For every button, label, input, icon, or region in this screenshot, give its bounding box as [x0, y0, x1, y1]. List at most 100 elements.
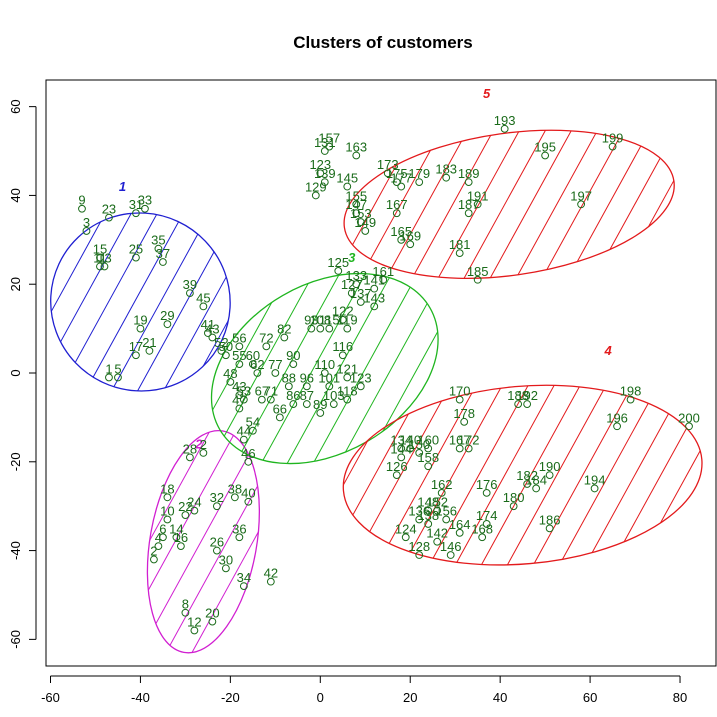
cluster-label: 3 — [348, 250, 356, 265]
point-marker — [545, 524, 554, 533]
point-marker — [320, 147, 329, 155]
point-marker — [415, 449, 424, 457]
data-point: 66 — [273, 401, 287, 422]
data-point: 15 — [93, 242, 107, 262]
point-label: 167 — [386, 197, 408, 212]
point-marker — [392, 471, 401, 480]
data-point: 96 — [300, 370, 314, 391]
point-marker — [163, 493, 172, 502]
data-point: 179 — [408, 166, 430, 187]
point-marker — [235, 404, 244, 413]
point-label: 15 — [93, 242, 107, 257]
point-marker — [235, 533, 244, 542]
point-marker — [455, 528, 464, 537]
point-label: 110 — [314, 357, 335, 372]
point-label: 152 — [426, 495, 448, 510]
data-point: 186 — [539, 512, 560, 533]
hatch-line — [583, 110, 684, 298]
point-label: 178 — [453, 406, 475, 421]
point-label: 143 — [363, 290, 385, 305]
point-marker — [311, 191, 320, 200]
point-label: 153 — [350, 206, 372, 221]
data-point: 87 — [300, 388, 314, 408]
point-marker — [347, 289, 356, 297]
data-point: 184 — [525, 472, 547, 493]
data-point: 8 — [181, 597, 190, 617]
point-marker — [424, 462, 433, 471]
point-label: 121 — [336, 361, 358, 376]
data-point: 129 — [305, 179, 327, 200]
point-marker — [181, 511, 190, 519]
point-label: 56 — [232, 330, 246, 345]
data-point: 55 — [232, 348, 247, 369]
data-point: 190 — [539, 459, 560, 480]
point-marker — [154, 244, 163, 253]
point-label: 169 — [399, 228, 421, 243]
data-point: 121 — [336, 361, 358, 382]
data-point: 138 — [417, 508, 439, 528]
data-point: 50 — [219, 339, 233, 360]
hatch-line — [205, 421, 276, 662]
data-point: 34 — [237, 570, 251, 590]
point-marker — [190, 506, 199, 515]
hatch-line — [349, 110, 556, 298]
point-marker — [415, 178, 424, 187]
point-marker — [397, 182, 406, 191]
y-tick-label: -40 — [8, 541, 23, 560]
point-label: 127 — [341, 277, 363, 292]
data-point: 147 — [345, 197, 367, 218]
point-label: 124 — [395, 521, 417, 536]
point-marker — [392, 178, 401, 187]
data-point: 42 — [264, 566, 278, 586]
data-point: 172 — [458, 432, 480, 453]
point-label: 40 — [241, 486, 255, 501]
point-label: 77 — [268, 357, 282, 372]
hatch-line — [368, 370, 590, 580]
point-label: 199 — [602, 131, 624, 146]
point-label: 24 — [187, 495, 201, 510]
cluster-ellipse — [343, 129, 675, 280]
point-marker — [235, 342, 244, 351]
point-label: 128 — [408, 539, 430, 554]
cluster-label: 1 — [119, 179, 126, 194]
hatch-line — [334, 110, 478, 298]
data-point: 125 — [327, 255, 349, 275]
point-marker — [244, 457, 253, 466]
data-point: 170 — [449, 384, 471, 404]
point-marker — [338, 315, 347, 324]
point-marker — [464, 178, 473, 187]
point-marker — [248, 360, 257, 369]
hatch-line — [177, 234, 262, 503]
point-label: 1 — [105, 361, 112, 376]
point-label: 161 — [372, 264, 394, 279]
point-marker — [446, 551, 455, 559]
point-label: 122 — [332, 304, 354, 319]
data-point: 180 — [503, 490, 525, 511]
point-marker — [320, 369, 329, 377]
point-marker — [424, 506, 433, 515]
point-label: 13 — [97, 250, 111, 265]
point-marker — [257, 395, 266, 404]
point-label: 144 — [390, 441, 412, 456]
point-label: 43 — [205, 321, 219, 336]
point-marker — [478, 533, 487, 542]
point-marker — [464, 444, 473, 453]
point-label: 191 — [467, 188, 489, 203]
data-point: 52 — [214, 335, 229, 355]
point-marker — [343, 324, 352, 333]
point-marker — [352, 280, 361, 289]
point-label: 37 — [156, 246, 170, 261]
point-marker — [132, 253, 140, 262]
point-label: 145 — [336, 171, 358, 186]
data-point: 188 — [507, 388, 529, 408]
hatch-line — [73, 191, 196, 413]
point-marker — [397, 444, 406, 453]
data-point: 5 — [114, 361, 122, 382]
data-point: 35 — [151, 233, 166, 253]
cluster-label: 2 — [194, 436, 203, 451]
point-label: 93 — [304, 313, 318, 328]
data-point: 178 — [453, 406, 475, 426]
point-label: 36 — [232, 521, 246, 536]
data-point: 158 — [417, 450, 439, 471]
point-label: 16 — [174, 530, 188, 545]
